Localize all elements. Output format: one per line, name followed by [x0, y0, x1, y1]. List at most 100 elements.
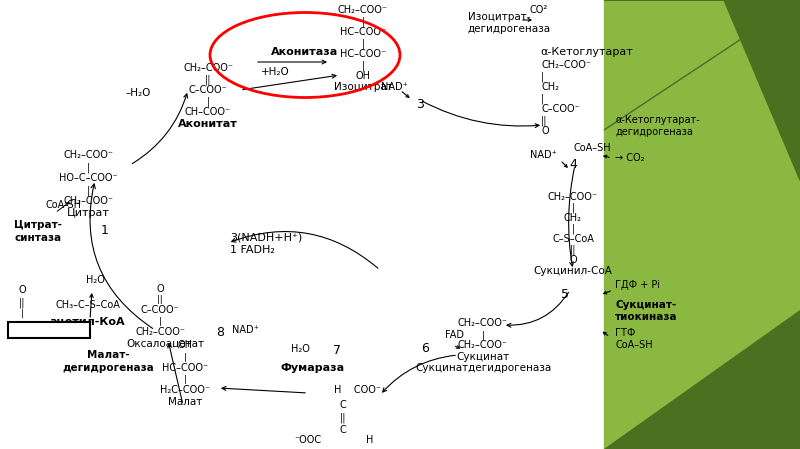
Text: CH₂–COO⁻: CH₂–COO⁻: [135, 327, 185, 337]
Polygon shape: [604, 310, 800, 449]
Text: |: |: [86, 163, 90, 173]
Text: |: |: [362, 17, 365, 27]
Text: → CO₂: → CO₂: [615, 153, 645, 163]
Text: CoA-SH: CoA-SH: [45, 200, 81, 210]
Text: |: |: [183, 375, 186, 384]
Text: H    COO⁻: H COO⁻: [334, 385, 381, 395]
Text: 6: 6: [421, 342, 429, 355]
Text: CH₂–COO⁻: CH₂–COO⁻: [63, 196, 113, 206]
Text: Сукцинил-CoA: Сукцинил-CoA: [534, 266, 613, 276]
Text: ||: ||: [205, 75, 211, 85]
Polygon shape: [604, 0, 800, 180]
Text: O: O: [541, 126, 549, 136]
Text: ||: ||: [570, 245, 576, 255]
Text: O: O: [18, 285, 26, 295]
Text: CoA–SH: CoA–SH: [574, 143, 612, 153]
Text: NAD⁺: NAD⁺: [530, 150, 557, 160]
Text: ГДФ + Pi: ГДФ + Pi: [615, 280, 660, 290]
Text: ||: ||: [18, 298, 26, 308]
Text: CH₂–COO⁻: CH₂–COO⁻: [458, 318, 508, 328]
Text: C–COO⁻: C–COO⁻: [141, 305, 179, 315]
Text: 8: 8: [216, 326, 224, 339]
Text: |: |: [158, 317, 162, 326]
Text: ГТФ: ГТФ: [615, 328, 635, 338]
Text: C–COO⁻: C–COO⁻: [541, 104, 580, 114]
Text: |: |: [571, 224, 574, 234]
Text: |: |: [541, 94, 544, 104]
Text: C–S–CoA: C–S–CoA: [552, 234, 594, 244]
Text: тиокиназа: тиокиназа: [615, 312, 678, 322]
Text: |: |: [183, 353, 186, 362]
Text: Аконитаза: Аконитаза: [271, 47, 338, 57]
Text: 4: 4: [569, 158, 577, 172]
Text: CH₂–COO⁻: CH₂–COO⁻: [541, 60, 591, 70]
Text: Малат-: Малат-: [86, 350, 130, 360]
Text: CH₂–COO⁻: CH₂–COO⁻: [458, 340, 508, 350]
Text: 7: 7: [333, 343, 341, 357]
Text: 3: 3: [416, 98, 424, 111]
Text: α-Кетоглутарат: α-Кетоглутарат: [540, 47, 633, 57]
Text: –H₂O: –H₂O: [126, 88, 150, 98]
Text: α-Кетоглутарат-: α-Кетоглутарат-: [615, 115, 700, 125]
Polygon shape: [604, 0, 800, 130]
Text: CH–COO⁻: CH–COO⁻: [185, 107, 231, 117]
Text: Сукцинатдегидрогеназа: Сукцинатдегидрогеназа: [415, 363, 551, 373]
Text: ||: ||: [340, 413, 346, 423]
Text: C: C: [340, 425, 346, 435]
Text: O: O: [569, 255, 577, 265]
Text: ||: ||: [541, 116, 547, 126]
Text: NAD⁺: NAD⁺: [231, 325, 258, 335]
Text: H: H: [366, 435, 374, 445]
Text: FAD: FAD: [446, 330, 465, 340]
Text: 1 FADH₂: 1 FADH₂: [230, 245, 275, 255]
Text: ⁻OOC: ⁻OOC: [294, 435, 322, 445]
Polygon shape: [604, 0, 800, 449]
Text: HC–COO⁻: HC–COO⁻: [340, 27, 386, 37]
Text: H₂O: H₂O: [86, 275, 105, 285]
Text: 5: 5: [561, 289, 569, 301]
Text: Изоцитрат: Изоцитрат: [334, 82, 392, 92]
Text: HO–C–COO⁻: HO–C–COO⁻: [58, 173, 118, 183]
Text: CO²: CO²: [530, 5, 548, 15]
Text: C: C: [340, 400, 346, 410]
Text: |: |: [571, 203, 574, 213]
Text: CH₂: CH₂: [541, 82, 559, 92]
Text: |: |: [362, 61, 365, 71]
Text: |: |: [482, 330, 485, 339]
Text: дегидрогеназа: дегидрогеназа: [62, 363, 154, 373]
Text: 1: 1: [101, 224, 109, 237]
Text: C–COO⁻: C–COO⁻: [189, 85, 227, 95]
Text: Фумараза: Фумараза: [281, 363, 345, 373]
Text: CH₂–COO⁻: CH₂–COO⁻: [63, 150, 113, 160]
Text: NAD⁺: NAD⁺: [381, 82, 407, 92]
Text: Сукцинат: Сукцинат: [457, 352, 510, 362]
Text: OH: OH: [178, 340, 193, 350]
Text: |: |: [362, 39, 365, 49]
Text: дегидрогеназа: дегидрогеназа: [468, 24, 551, 34]
Text: ацетил-КоА: ацетил-КоА: [50, 317, 126, 327]
Text: O: O: [156, 284, 164, 294]
Text: синтаза: синтаза: [14, 233, 62, 243]
Text: Аконитат: Аконитат: [178, 119, 238, 129]
Text: CH₂–COO⁻: CH₂–COO⁻: [548, 192, 598, 202]
Text: Сукцинат-: Сукцинат-: [615, 300, 676, 310]
Text: Оксалоацетат: Оксалоацетат: [126, 339, 204, 349]
Text: Цитрат: Цитрат: [66, 208, 110, 218]
Text: ||: ||: [157, 295, 163, 304]
Text: H₂O: H₂O: [290, 344, 310, 354]
Text: CH₂–COO⁻: CH₂–COO⁻: [338, 5, 388, 15]
Text: CH₃–C–S–CoA: CH₃–C–S–CoA: [55, 300, 120, 310]
Text: дегидрогеназа: дегидрогеназа: [615, 127, 693, 137]
Text: |: |: [86, 186, 90, 196]
Text: Цитрат-: Цитрат-: [14, 220, 62, 230]
Text: HC–COO⁻: HC–COO⁻: [340, 49, 386, 59]
Text: H₂C–COO⁻: H₂C–COO⁻: [160, 385, 210, 395]
Text: |: |: [206, 97, 210, 107]
Text: Малат: Малат: [168, 397, 202, 407]
Text: |: |: [541, 72, 544, 82]
Text: +H₂O: +H₂O: [261, 67, 290, 77]
Text: OH: OH: [355, 71, 370, 81]
Text: HC–COO⁻: HC–COO⁻: [162, 363, 208, 373]
Text: CoA–SH: CoA–SH: [615, 340, 653, 350]
Text: Изоцитрат-: Изоцитрат-: [468, 12, 530, 22]
